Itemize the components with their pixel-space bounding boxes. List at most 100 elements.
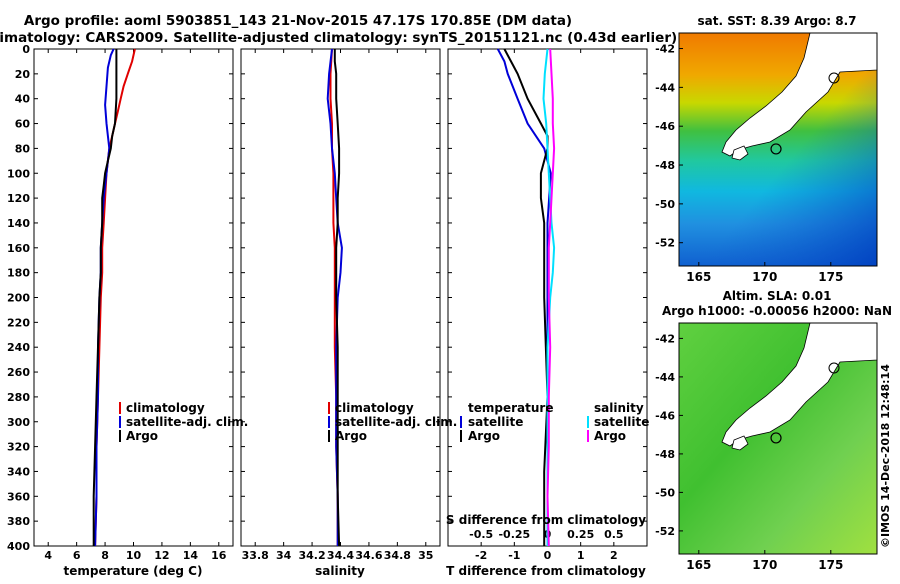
lon-tick-label: 170 bbox=[752, 558, 777, 572]
x-tick-label: 4 bbox=[44, 549, 52, 562]
lat-tick-label: -48 bbox=[655, 159, 675, 172]
series-argo bbox=[92, 49, 118, 546]
lat-tick-label: -52 bbox=[655, 525, 675, 538]
lon-tick-label: 165 bbox=[686, 558, 711, 572]
depth-tick-label: 380 bbox=[7, 515, 30, 528]
legend-s-argo: Argo bbox=[594, 429, 626, 443]
land-stewart-island bbox=[731, 435, 749, 451]
lon-tick-label: 170 bbox=[752, 270, 777, 284]
sla-map-frame bbox=[678, 322, 878, 555]
lat-tick-label: -50 bbox=[655, 198, 675, 211]
series-t-satellite bbox=[496, 48, 552, 546]
x-tick-label: 0 bbox=[544, 549, 552, 562]
depth-tick-label: 240 bbox=[7, 341, 30, 354]
series-argo bbox=[333, 49, 341, 547]
watermark: ©IMOS 14-Dec-2018 12:48:14 bbox=[879, 364, 892, 548]
sst-map-axes: 165 170 175 -42 -44 -46 -48 -50 -52 bbox=[655, 43, 843, 284]
difference-legend: temperature satellite Argo salinity sate… bbox=[460, 401, 649, 443]
x-tick-label: 34.2 bbox=[299, 549, 326, 562]
depth-tick-label: 400 bbox=[7, 540, 30, 553]
x-tick-label: 34.4 bbox=[327, 549, 354, 562]
x-tick-label: 35 bbox=[418, 549, 433, 562]
depth-tick-label: 340 bbox=[7, 465, 30, 478]
depth-tick-label: 40 bbox=[15, 93, 31, 106]
depth-tick-label: 20 bbox=[15, 68, 31, 81]
depth-tick-label: 120 bbox=[7, 192, 30, 205]
legend-satellite-adj: satellite-adj. clim. bbox=[126, 415, 248, 429]
t-difference-axis-label: T difference from climatology bbox=[446, 564, 646, 578]
depth-tick-label: 0 bbox=[22, 43, 30, 56]
legend-argo: Argo bbox=[335, 429, 367, 443]
temperature-axis-label: temperature (deg C) bbox=[64, 564, 203, 578]
salinity-axis: 33.8 34 34.2 34.4 34.6 34.8 35 bbox=[242, 49, 433, 562]
x-tick-label: 34.8 bbox=[384, 549, 411, 562]
salinity-plot-frame bbox=[240, 48, 441, 547]
s-difference-axis-label: S difference from climatology bbox=[446, 513, 646, 527]
x-tick-label: 34 bbox=[276, 549, 292, 562]
x-tick-label: 16 bbox=[211, 549, 227, 562]
sla-map-axes: 165 170 175 -42 -44 -46 -48 -50 -52 bbox=[655, 332, 843, 572]
depth-tick-label: 160 bbox=[7, 242, 30, 255]
salinity-panel: 33.8 34 34.2 34.4 34.6 34.8 35 salinity climat… bbox=[240, 48, 457, 578]
land-stewart-island bbox=[731, 145, 749, 161]
depth-tick-label: 60 bbox=[15, 118, 31, 131]
difference-lines bbox=[496, 48, 556, 547]
series-s-satellite bbox=[542, 48, 556, 546]
lon-tick-label: 175 bbox=[818, 558, 843, 572]
salinity-axis-label: salinity bbox=[315, 564, 365, 578]
legend-t-satellite: satellite bbox=[468, 415, 523, 429]
lon-tick-label: 165 bbox=[686, 270, 711, 284]
legend-s-satellite: satellite bbox=[594, 415, 649, 429]
s-tick-label: 0.25 bbox=[567, 528, 594, 541]
series-satellite-adj-clim- bbox=[94, 48, 115, 547]
depth-tick-label: 100 bbox=[7, 167, 30, 180]
depth-axis: 0 20 40 60 80 100 120 140 160 180 200 220 240 260 280 3… bbox=[7, 43, 233, 553]
lat-tick-label: -46 bbox=[655, 409, 675, 422]
x-tick-label: 2 bbox=[610, 549, 618, 562]
depth-tick-label: 200 bbox=[7, 292, 30, 305]
salinity-legend: climatology satellite-adj. clim. Argo bbox=[328, 401, 457, 443]
s-difference-axis: -0.5 -0.25 0 0.25 0.5 bbox=[469, 528, 623, 541]
lat-tick-label: -48 bbox=[655, 448, 675, 461]
legend-temperature-title: temperature bbox=[468, 401, 553, 415]
x-tick-label: 10 bbox=[126, 549, 142, 562]
legend-climatology: climatology bbox=[335, 401, 414, 415]
s-tick-label: -0.25 bbox=[498, 528, 530, 541]
depth-tick-label: 320 bbox=[7, 441, 30, 454]
sst-map-frame bbox=[678, 32, 878, 267]
depth-tick-label: 280 bbox=[7, 391, 30, 404]
lat-tick-label: -50 bbox=[655, 486, 675, 499]
temperature-plot-frame bbox=[33, 48, 234, 547]
lon-tick-label: 175 bbox=[818, 270, 843, 284]
lat-tick-label: -44 bbox=[655, 81, 675, 94]
s-tick-label: -0.5 bbox=[469, 528, 493, 541]
s-tick-label: 0.5 bbox=[604, 528, 624, 541]
legend-salinity-title: salinity bbox=[594, 401, 644, 415]
series-s-argo bbox=[546, 48, 556, 547]
legend-argo: Argo bbox=[126, 429, 158, 443]
lat-tick-label: -42 bbox=[655, 332, 675, 345]
title-line-2: Climatology: CARS2009. Satellite-adjuste… bbox=[0, 30, 677, 46]
series-satellite-adj-clim- bbox=[326, 48, 343, 546]
depth-tick-label: 140 bbox=[7, 217, 30, 230]
temperature-axis: 4 6 8 10 12 14 16 bbox=[44, 49, 227, 562]
lat-tick-label: -46 bbox=[655, 120, 675, 133]
legend-satellite-adj: satellite-adj. clim. bbox=[335, 415, 457, 429]
lat-tick-label: -52 bbox=[655, 237, 675, 250]
x-tick-label: 12 bbox=[154, 549, 169, 562]
depth-tick-label: 220 bbox=[7, 316, 30, 329]
depth-tick-label: 260 bbox=[7, 366, 30, 379]
legend-climatology: climatology bbox=[126, 401, 205, 415]
difference-depth-ticks bbox=[448, 48, 647, 547]
sst-map-title: sat. SST: 8.39 Argo: 8.7 bbox=[697, 14, 856, 28]
x-tick-label: -1 bbox=[508, 549, 520, 562]
x-tick-label: 6 bbox=[73, 549, 81, 562]
x-tick-label: 34.6 bbox=[355, 549, 382, 562]
sla-map: Altim. SLA: 0.01 Argo h1000: -0.00056 h2… bbox=[655, 289, 892, 572]
x-tick-label: -2 bbox=[475, 549, 487, 562]
sla-map-subtitle: Argo h1000: -0.00056 h2000: NaN bbox=[662, 304, 892, 318]
x-tick-label: 14 bbox=[183, 549, 199, 562]
argo-position-marker bbox=[770, 432, 782, 444]
salinity-lines bbox=[326, 48, 343, 547]
